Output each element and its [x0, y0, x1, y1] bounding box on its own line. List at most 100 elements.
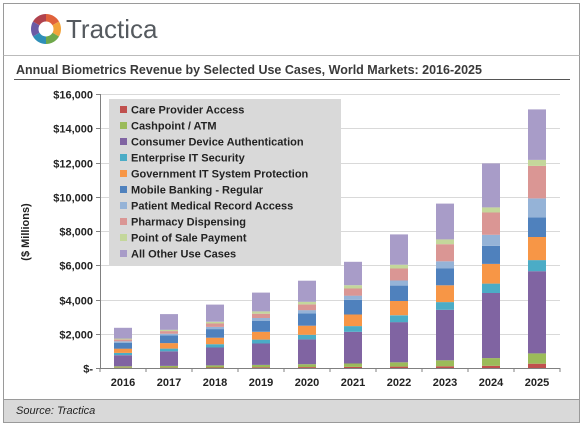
bar-segment [482, 264, 500, 284]
bar-segment [298, 310, 316, 313]
bar-segment [298, 367, 316, 368]
bar-segment [114, 339, 132, 340]
bar-segment [528, 364, 546, 368]
bar-segment [114, 341, 132, 342]
y-tick-label: $16,000 [53, 90, 93, 102]
bar-segment [114, 353, 132, 355]
x-tick-label: 2022 [387, 377, 411, 389]
legend-entry: Point of Sale Payment [131, 233, 247, 245]
bar-segment [298, 302, 316, 305]
bar-segment [114, 355, 132, 366]
legend-entry: Patient Medical Record Access [131, 201, 293, 213]
y-tick-label: $10,000 [53, 193, 93, 205]
legend-swatch [120, 250, 127, 257]
bar-segment [436, 268, 454, 285]
bar-segment [114, 340, 132, 342]
x-tick-label: 2024 [479, 377, 504, 389]
bar-segment [206, 344, 224, 347]
x-tick-label: 2021 [341, 377, 365, 389]
y-tick-label: $8,000 [59, 227, 93, 239]
legend-swatch [120, 234, 127, 241]
bar-segment [528, 199, 546, 218]
bar-segment [160, 314, 178, 330]
bar-segment [390, 281, 408, 286]
bar-segment [252, 321, 270, 332]
logo-wordmark: Tractica [66, 14, 158, 44]
bar-segment [252, 312, 270, 314]
bar-segment [298, 305, 316, 311]
bar-segment [390, 286, 408, 301]
x-tick-label: 2019 [249, 377, 273, 389]
bar-segment [436, 244, 454, 261]
bar-segment [298, 281, 316, 302]
bar-segment [436, 310, 454, 361]
x-tick-label: 2018 [203, 377, 227, 389]
bar-segment [160, 349, 178, 352]
bar-segment [528, 353, 546, 363]
logo-mark-icon [31, 14, 61, 44]
bar-segment [160, 334, 178, 336]
bar-segment [206, 368, 224, 369]
bar-segment [206, 324, 224, 327]
bar-segment [436, 366, 454, 368]
bar-segment [252, 367, 270, 368]
legend-entry: Mobile Banking - Regular [131, 185, 264, 197]
x-tick-label: 2016 [111, 377, 135, 389]
bar-segment [114, 366, 132, 367]
bar-segment [390, 265, 408, 269]
bar-segment [344, 262, 362, 285]
bar-segment [528, 260, 546, 271]
bar-segment [252, 365, 270, 367]
bar-segment [114, 349, 132, 353]
bar-segment [160, 343, 178, 349]
y-tick-label: $- [83, 364, 93, 376]
legend-entry: Pharmacy Dispensing [131, 217, 246, 229]
bar-segment [482, 293, 500, 358]
legend-entry: Consumer Device Authentication [131, 137, 304, 149]
bar-segment [298, 364, 316, 367]
bar-segment [482, 235, 500, 246]
bar-segment [528, 160, 546, 166]
bar-segment [298, 313, 316, 325]
y-tick-label: $14,000 [53, 124, 93, 136]
bar-segment [298, 326, 316, 335]
bar-segment [390, 322, 408, 362]
legend-swatch [120, 106, 127, 113]
bar-segment [390, 301, 408, 315]
legend-swatch [120, 202, 127, 209]
y-tick-label: $12,000 [53, 159, 93, 171]
x-tick-label: 2020 [295, 377, 319, 389]
bar-segment [344, 332, 362, 364]
bar-segment [436, 302, 454, 310]
bar-segment [298, 335, 316, 340]
bar-segment [390, 315, 408, 322]
y-tick-labels: $-$2,000$4,000$6,000$8,000$10,000$12,000… [53, 90, 93, 376]
legend-entry: Government IT System Protection [131, 169, 309, 181]
bar-segment [206, 305, 224, 322]
bar-segment [344, 367, 362, 368]
legend-entry: Enterprise IT Security [131, 153, 246, 165]
x-tick-label: 2025 [525, 377, 549, 389]
bar-segment [528, 166, 546, 199]
bar-segment [482, 358, 500, 366]
bar-segment [252, 344, 270, 365]
bar-segment [114, 343, 132, 349]
bar-segment [344, 300, 362, 315]
bar-segment [206, 365, 224, 367]
bar-segment [160, 331, 178, 334]
legend-swatch [120, 122, 127, 129]
legend-swatch [120, 218, 127, 225]
bar-segment [390, 367, 408, 368]
bar-segment [252, 314, 270, 318]
bar-segment [390, 234, 408, 264]
chart-title: Annual Biometrics Revenue by Selected Us… [16, 63, 482, 77]
bar-segment [528, 109, 546, 159]
bar-segment [160, 351, 178, 366]
legend-swatch [120, 138, 127, 145]
bar-segment [160, 335, 178, 343]
bar-segment [206, 322, 224, 324]
legend-entry: All Other Use Cases [131, 249, 236, 261]
